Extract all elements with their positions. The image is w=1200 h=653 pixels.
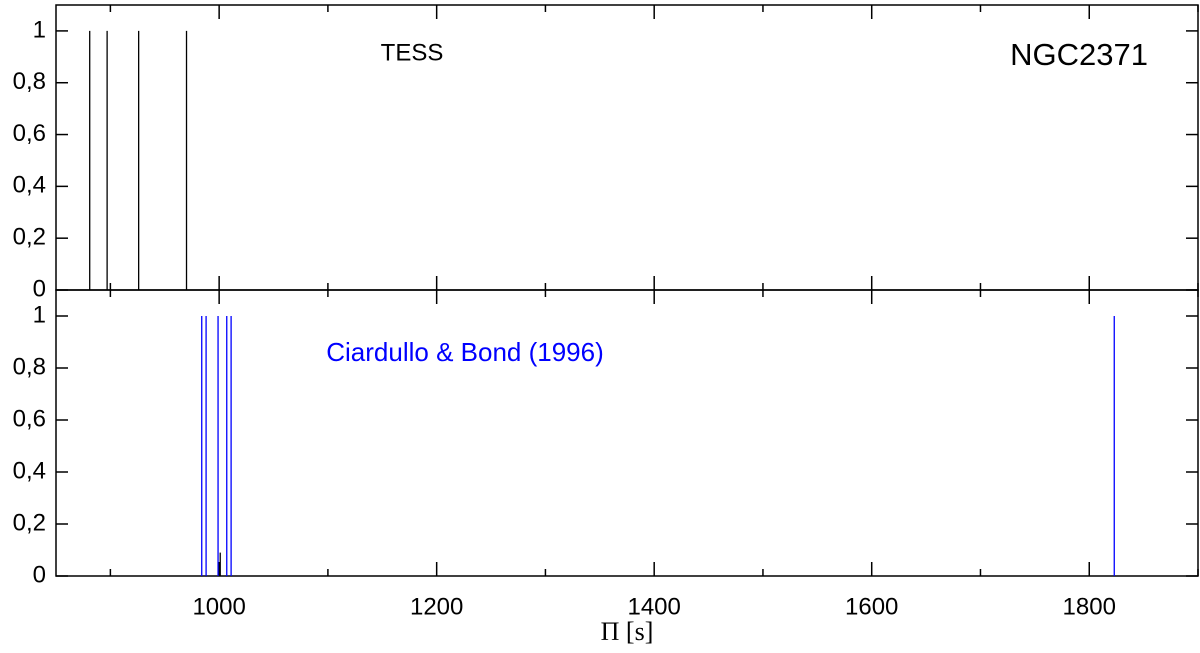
annotation: TESS (381, 39, 444, 66)
annotation: NGC2371 (1010, 37, 1148, 72)
annotation: Ciardullo & Bond (1996) (326, 337, 604, 367)
y-tick-label: 0,4 (13, 457, 46, 484)
y-tick-label: 1 (33, 16, 46, 43)
y-tick-label: 0,8 (13, 353, 46, 380)
y-tick-label: 0,4 (13, 172, 46, 199)
x-tick-label: 1800 (1063, 593, 1116, 620)
y-tick-label: 0,8 (13, 68, 46, 95)
x-axis-title: Π [s] (601, 617, 654, 646)
y-tick-label: 0,2 (13, 224, 46, 251)
x-tick-label: 1400 (627, 593, 680, 620)
x-tick-label: 1600 (845, 593, 898, 620)
y-tick-label: 0 (33, 275, 46, 302)
y-tick-label: 0,6 (13, 120, 46, 147)
y-tick-label: 0,6 (13, 405, 46, 432)
y-tick-label: 1 (33, 301, 46, 328)
y-tick-label: 0 (33, 561, 46, 588)
x-tick-label: 1000 (192, 593, 245, 620)
x-tick-label: 1200 (410, 593, 463, 620)
plot-frame (55, 289, 1199, 577)
y-tick-label: 0,2 (13, 509, 46, 536)
